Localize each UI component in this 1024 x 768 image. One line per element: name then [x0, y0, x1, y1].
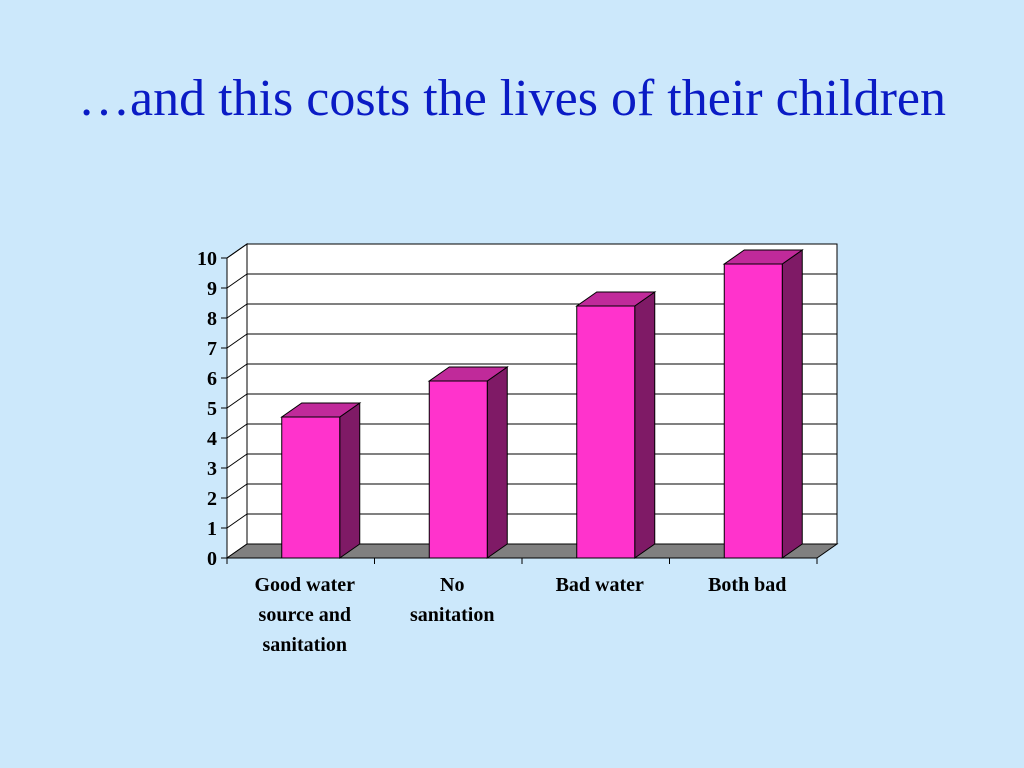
- bar: [428, 380, 488, 559]
- gridline-side: [226, 513, 248, 529]
- y-tick-label: 10: [197, 248, 217, 270]
- gridline-side: [226, 303, 248, 319]
- y-tick-label: 7: [207, 338, 217, 360]
- y-tick-label: 1: [207, 518, 217, 540]
- y-tick-label: 8: [207, 308, 217, 330]
- bar: [723, 263, 783, 559]
- gridline-side: [226, 423, 248, 439]
- y-tick-label: 4: [207, 428, 217, 450]
- bar-side: [634, 291, 656, 559]
- gridline-side: [226, 393, 248, 409]
- bar-side: [486, 366, 508, 559]
- x-category-label: Good water source and sanitation: [254, 574, 355, 656]
- x-category-label-line: sanitation: [263, 634, 347, 656]
- y-tick-label: 5: [207, 398, 217, 420]
- bar: [576, 305, 636, 559]
- x-category-label-line: No: [440, 574, 464, 596]
- x-category-label-line: Good water: [254, 574, 355, 596]
- x-category-label-line: Both bad: [708, 574, 786, 596]
- bar: [281, 416, 341, 559]
- slide-title: …and this costs the lives of their child…: [78, 70, 946, 127]
- gridline-side: [226, 453, 248, 469]
- y-tick-label: 0: [207, 548, 217, 570]
- x-category-label-line: source and: [259, 604, 351, 626]
- bar-side: [781, 249, 803, 559]
- x-category-label: Both bad: [708, 574, 786, 596]
- y-tick-label: 2: [207, 488, 217, 510]
- gridline-side: [226, 273, 248, 289]
- gridline-side: [226, 483, 248, 499]
- y-tick-label: 6: [207, 368, 217, 390]
- gridline-side: [226, 243, 248, 259]
- y-tick-label: 9: [207, 278, 217, 300]
- x-category-label: No sanitation: [410, 574, 494, 626]
- bar-side: [339, 402, 361, 559]
- x-category-label-line: Bad water: [556, 574, 644, 596]
- gridline-side: [226, 363, 248, 379]
- x-category-label-line: sanitation: [410, 604, 494, 626]
- y-tick-label: 3: [207, 458, 217, 480]
- x-category-label: Bad water: [556, 574, 644, 596]
- gridline-side: [226, 333, 248, 349]
